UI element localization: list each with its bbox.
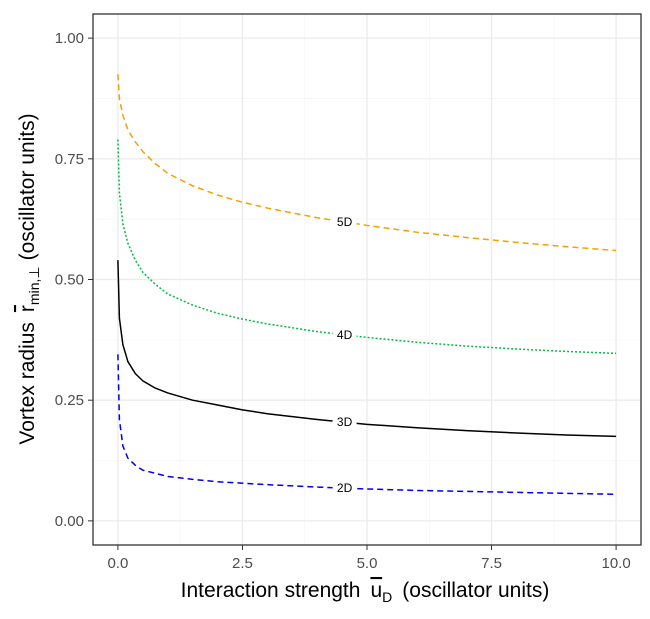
y-axis-title-main: Vortex radius — [16, 322, 39, 445]
series-label-background — [332, 480, 357, 496]
axes: 0.0 2.5 5.0 7.5 10.0 0.00 0.25 0.50 0.75 1.00 — [55, 30, 631, 572]
series-label-2d: 2D — [337, 481, 353, 495]
data-series — [117, 74, 617, 496]
series-labels: 2D 3D 4D 5D — [332, 213, 357, 496]
x-tick-label: 0.0 — [107, 555, 128, 572]
x-axis-title: Interaction strength uD (oscillator units) — [181, 579, 550, 605]
x-tick-label: 10.0 — [601, 555, 630, 572]
y-tick-label: 0.25 — [55, 392, 84, 409]
x-axis-title-symbol: u — [370, 579, 382, 602]
y-tick-label: 0.50 — [55, 272, 84, 289]
x-tick-label: 7.5 — [481, 555, 502, 572]
series-line-4d — [117, 139, 617, 355]
series-line-2d — [117, 354, 617, 496]
series-line-3d — [117, 260, 617, 438]
y-axis-title: Vortex radius rmin,⊥ (oscillator units) — [16, 113, 42, 444]
y-axis-title-symbol: r — [16, 305, 39, 312]
x-tick-label: 2.5 — [232, 555, 253, 572]
y-tick-label: 0.00 — [55, 513, 84, 530]
series-label-background — [332, 213, 357, 229]
x-tick-label: 5.0 — [357, 555, 378, 572]
series-label-3d: 3D — [337, 415, 353, 429]
series-label-4d: 4D — [337, 328, 353, 342]
series-label-5d: 5D — [337, 215, 353, 229]
series-line-5d — [117, 74, 617, 252]
y-tick-label: 1.00 — [55, 30, 84, 47]
x-axis-title-main: Interaction strength — [181, 579, 361, 602]
x-axis-title-subscript: D — [382, 589, 392, 605]
series-label-background — [332, 326, 357, 342]
gridlines — [93, 14, 641, 545]
x-axis-title-units: (oscillator units) — [402, 579, 549, 602]
series-label-background — [332, 414, 357, 430]
y-axis-title-subscript: min,⊥ — [26, 266, 42, 305]
y-tick-label: 0.75 — [55, 151, 84, 168]
y-axis-title-units: (oscillator units) — [16, 113, 39, 260]
